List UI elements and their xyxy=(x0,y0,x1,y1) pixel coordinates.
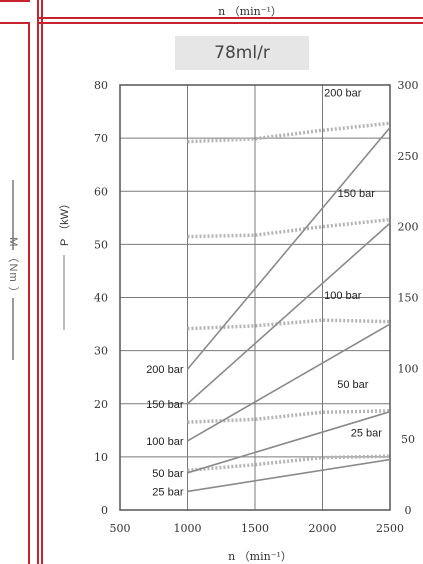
y-right-tick-label: 150 xyxy=(398,292,419,305)
power-line-200-bar xyxy=(186,126,391,370)
y-right-tick-label: 0 xyxy=(405,504,412,517)
y-right-tick-label: 50 xyxy=(401,433,415,446)
torque-line-25-bar xyxy=(187,454,391,473)
y-left-tick-label: 80 xyxy=(94,79,108,92)
x-tick-label: 1500 xyxy=(241,522,269,535)
x-tick-label: 1000 xyxy=(174,522,202,535)
frame-top-strip-bottom-1 xyxy=(37,17,423,19)
top-strip-axis-label: n （min⁻¹） xyxy=(218,5,282,18)
left-panel-bar-bottom xyxy=(12,298,14,360)
x-tick-label: 2000 xyxy=(309,522,337,535)
y-left-tick-label: 70 xyxy=(94,132,108,145)
series-label-left: 25 bar xyxy=(152,486,184,498)
y-left-tick-label: 50 xyxy=(94,238,108,251)
power-line-100-bar xyxy=(187,323,391,442)
series-label-right: 25 bar xyxy=(351,427,383,439)
series-label-left: 50 bar xyxy=(152,468,184,480)
frame-top-divider xyxy=(0,22,30,24)
y-left-tick-label: 20 xyxy=(94,398,108,411)
chart-title: 78ml/r xyxy=(175,36,309,70)
y-left-tick-label: 10 xyxy=(94,451,108,464)
y-right-tick-label: 300 xyxy=(398,79,419,92)
power-line-150-bar xyxy=(186,222,391,405)
y-left-tick-label: 30 xyxy=(94,345,108,358)
frame-left-panel-edge xyxy=(28,22,30,564)
y-right-tick-label: 200 xyxy=(398,221,419,234)
y-left-tick-label: 60 xyxy=(94,185,108,198)
frame-top-left-bar xyxy=(0,0,30,2)
series-label-left: 200 bar xyxy=(146,364,184,376)
frame-top-strip-bottom-2 xyxy=(37,22,423,24)
series-label-right: 150 bar xyxy=(338,188,376,200)
x-axis-label: n （min⁻¹） xyxy=(228,550,292,563)
series-label-right: 100 bar xyxy=(324,290,362,302)
series-label-right: 200 bar xyxy=(324,87,362,99)
torque-line-100-bar xyxy=(187,318,391,331)
x-tick-label: 500 xyxy=(110,522,131,535)
power-line-25-bar xyxy=(187,458,391,493)
plot-border xyxy=(119,84,391,511)
left-panel-bar-top xyxy=(12,180,14,250)
series-label-right: 50 bar xyxy=(337,379,369,391)
y-right-tick-label: 100 xyxy=(398,362,419,375)
torque-line-200-bar xyxy=(187,121,391,144)
left-panel-axis-label: M （Nm ） xyxy=(4,180,26,360)
y-left-tick-label: 40 xyxy=(94,292,108,305)
frame-chart-left-outer xyxy=(37,0,39,564)
series-label-left: 100 bar xyxy=(146,436,184,448)
frame-chart-left-inner xyxy=(41,0,43,564)
power-line-50-bar xyxy=(187,410,391,474)
y-right-tick-label: 250 xyxy=(398,150,419,163)
series-label-left: 150 bar xyxy=(146,399,184,411)
y-left-tick-label: 0 xyxy=(101,504,108,517)
torque-line-150-bar xyxy=(187,217,391,239)
x-tick-label: 2500 xyxy=(376,522,404,535)
y-axis-label-left: P （kW） xyxy=(58,198,71,246)
